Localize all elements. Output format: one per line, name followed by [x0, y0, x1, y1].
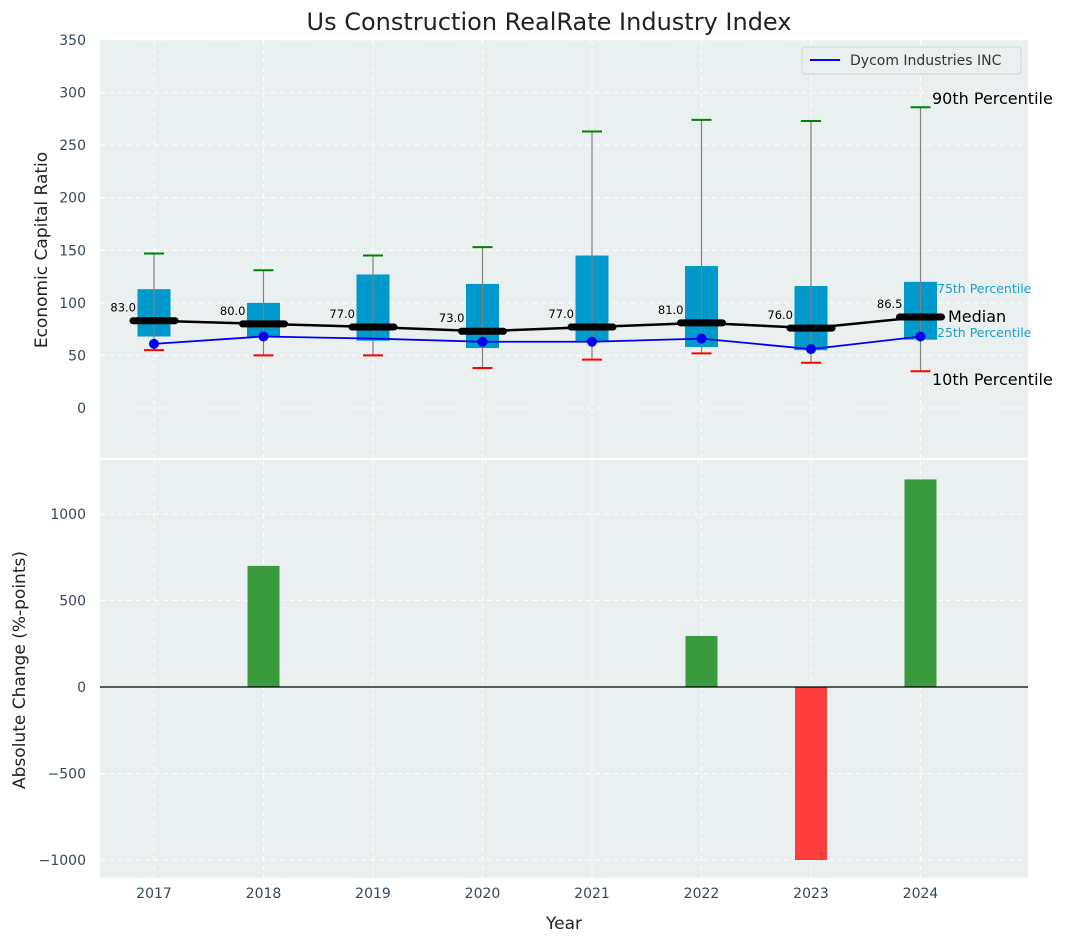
change-bar-2022 — [685, 635, 718, 687]
x-tick-label-2024: 2024 — [903, 886, 939, 902]
top-panel: 0 50 100 150 200 250 300 350 83.0 80.0 77.0 73.0 77… — [32, 33, 1053, 458]
legend-label-dycom: Dycom Industries INC — [850, 53, 1002, 69]
change-bar-2024 — [904, 479, 937, 687]
annotation-p10: 10th Percentile — [932, 370, 1053, 389]
series-point-dycom-2022 — [696, 333, 707, 344]
top-y-tick-label: 200 — [59, 191, 86, 207]
series-point-dycom-2018 — [258, 331, 269, 342]
change-bar-2023 — [795, 687, 827, 860]
top-grid — [100, 39, 1028, 458]
annotation-p90: 90th Percentile — [932, 89, 1053, 108]
bottom-y-ticks: −1000 −500 0 500 1000 — [39, 507, 86, 869]
series-point-dycom-2017 — [149, 338, 159, 349]
series-point-dycom-2021 — [587, 336, 597, 347]
x-tick-label-2018: 2018 — [246, 886, 282, 902]
top-y-tick-label: 100 — [59, 296, 86, 312]
x-tick-label-2017: 2017 — [136, 886, 172, 902]
annotation-median: Median — [948, 307, 1006, 326]
bottom-y-tick-label: 500 — [59, 594, 86, 610]
bottom-plot-background — [100, 460, 1028, 878]
median-label-2021: 77.0 — [548, 307, 574, 321]
top-y-tick-label: 50 — [68, 348, 86, 364]
bottom-y-axis-label: Absolute Change (%-points) — [10, 551, 30, 789]
series-point-dycom-2020 — [477, 336, 488, 347]
x-tick-label-2021: 2021 — [574, 886, 610, 902]
x-axis-label: Year — [545, 914, 582, 934]
median-label-2022: 81.0 — [658, 303, 684, 317]
legend-box — [801, 46, 1022, 75]
annotation-p25: 25th Percentile — [937, 325, 1032, 340]
median-label-2024: 86.5 — [877, 297, 903, 311]
bottom-bars — [100, 479, 1028, 860]
series-line-dycom — [153, 335, 921, 351]
top-plot-background — [100, 40, 1028, 458]
x-tick-label-2023: 2023 — [793, 886, 829, 902]
top-y-tick-label: 350 — [59, 33, 86, 49]
bottom-y-tick-label: −1000 — [39, 853, 86, 869]
legend[interactable]: Dycom Industries INC — [801, 46, 1022, 75]
bottom-y-tick-label: 0 — [77, 680, 86, 696]
bottom-y-tick-label: −500 — [48, 767, 86, 783]
median-label-2019: 77.0 — [329, 307, 355, 321]
series-point-dycom-2024 — [915, 331, 926, 342]
percentile-annotations: 90th Percentile 75th Percentile Median 2… — [932, 89, 1053, 389]
bottom-y-tick-label: 1000 — [50, 507, 86, 523]
top-y-tick-label: 250 — [59, 138, 86, 154]
top-y-tick-label: 300 — [59, 86, 86, 102]
series-point-dycom-2023 — [806, 344, 816, 355]
median-label-2017: 83.0 — [110, 301, 136, 315]
median-label-2018: 80.0 — [220, 304, 246, 318]
median-label-2020: 73.0 — [439, 311, 465, 325]
annotation-p75: 75th Percentile — [937, 281, 1032, 296]
chart-title: Us Construction RealRate Industry Index — [307, 8, 792, 36]
top-marks: 83.0 80.0 77.0 73.0 77.0 81.0 76.0 86.5 — [110, 106, 945, 373]
top-y-tick-label: 150 — [59, 243, 86, 259]
x-tick-label-2020: 2020 — [465, 886, 501, 902]
x-tick-label-2019: 2019 — [355, 886, 391, 902]
x-ticks: 2017 2018 2019 2020 2021 2022 2023 2024 — [136, 886, 938, 902]
top-y-axis-label: Economic Capital Ratio — [32, 152, 52, 348]
x-tick-label-2022: 2022 — [684, 886, 720, 902]
median-label-2023: 76.0 — [767, 308, 793, 322]
change-bar-2018 — [247, 565, 280, 687]
top-y-ticks: 0 50 100 150 200 250 300 350 — [59, 33, 86, 417]
top-y-tick-label: 0 — [77, 401, 86, 417]
